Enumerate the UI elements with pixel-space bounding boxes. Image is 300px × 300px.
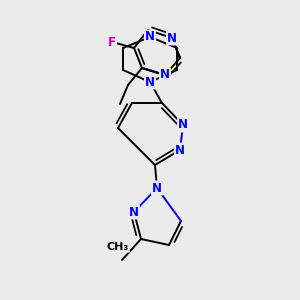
Text: N: N — [167, 32, 177, 44]
Text: N: N — [129, 206, 139, 218]
Text: N: N — [145, 31, 155, 44]
Text: N: N — [145, 76, 155, 88]
Text: F: F — [108, 35, 116, 49]
Text: N: N — [175, 143, 185, 157]
Text: N: N — [160, 68, 170, 82]
Text: CH₃: CH₃ — [107, 242, 129, 252]
Text: N: N — [178, 118, 188, 131]
Text: N: N — [152, 182, 162, 194]
